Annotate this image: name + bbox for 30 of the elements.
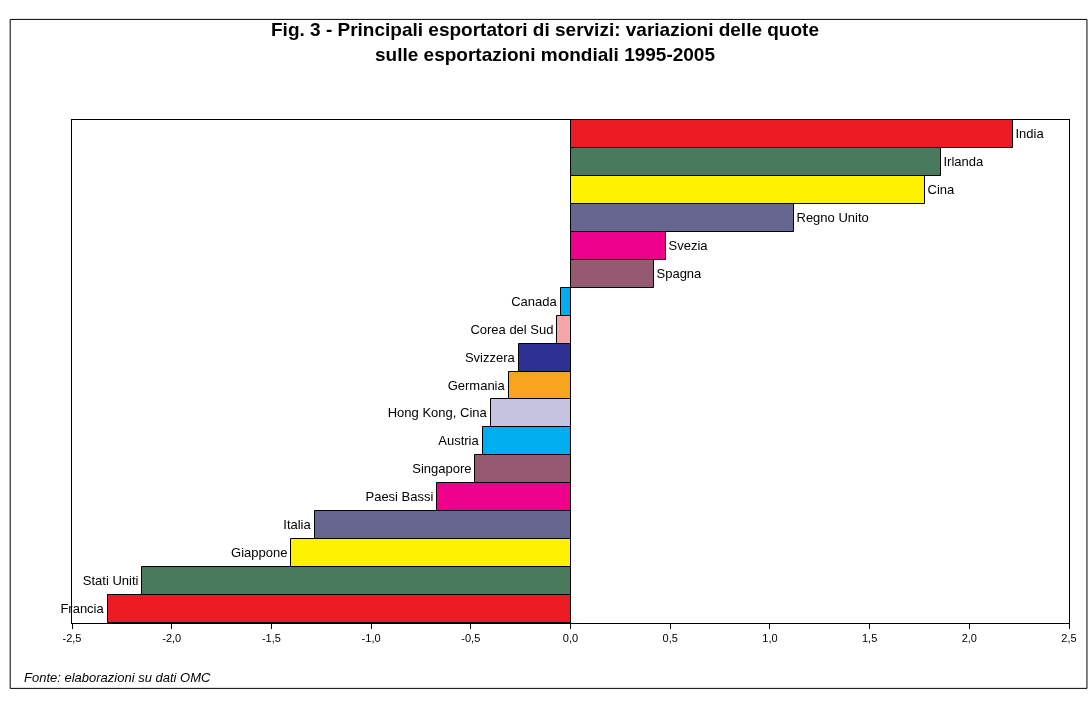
y-tick-label: Canada: [511, 294, 558, 309]
x-tick-label: -1,5: [261, 632, 281, 645]
y-tick-label: Corea del Sud: [470, 322, 554, 337]
x-tick-label: -2,5: [62, 632, 82, 645]
y-tick-label: Hong Kong, Cina: [387, 405, 488, 420]
y-tick-label: Spagna: [656, 266, 703, 281]
x-tick-label: 1,0: [762, 632, 778, 645]
y-tick-label: Irlanda: [943, 154, 985, 169]
x-tick-label: 0,0: [562, 632, 579, 645]
y-tick-label: Paesi Bassi: [365, 489, 434, 504]
y-tick-label: Svezia: [668, 238, 709, 253]
x-tick-label: 2,0: [961, 632, 977, 645]
y-tick-label: Cina: [927, 182, 956, 197]
chart-title: Fig. 3 - Principali esportatori di servizi: variazioni delle quote sulle esportazioni mondiali 1995-2005: [271, 19, 819, 66]
y-tick-label: Germania: [447, 377, 506, 393]
x-tick-label: -2,0: [162, 632, 182, 645]
x-tick-label: 2,5: [1061, 632, 1077, 645]
x-tick-label: -1,0: [361, 632, 381, 645]
y-tick-label: Singapore: [412, 461, 472, 476]
y-tick-label: Italia: [283, 517, 312, 532]
y-tick-label: Regno Unito: [796, 210, 869, 225]
source-note: Fonte: elaborazioni su dati OMC: [24, 670, 212, 685]
x-tick-label: 1,5: [861, 632, 878, 645]
y-tick-label: Austria: [438, 433, 480, 448]
x-tick-label: 0,5: [662, 632, 678, 645]
x-tick-label: -0,5: [461, 632, 481, 645]
y-tick-label: Giappone: [231, 545, 288, 560]
y-tick-label: India: [1015, 126, 1045, 141]
y-tick-label: Stati Uniti: [82, 573, 139, 588]
y-tick-label: Svizzera: [464, 350, 516, 365]
